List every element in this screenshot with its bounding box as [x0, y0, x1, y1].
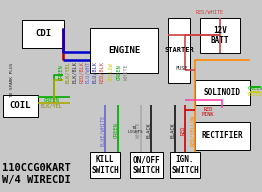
Text: RED/WHITE: RED/WHITE — [196, 9, 224, 15]
Text: WHITE: WHITE — [137, 122, 141, 138]
Text: YELLOW: YELLOW — [247, 92, 262, 97]
Text: COIL: COIL — [10, 102, 31, 111]
Text: 12V
BATT: 12V BATT — [211, 26, 229, 45]
Text: GREEN: GREEN — [117, 64, 122, 80]
Text: BLU/BLK: BLU/BLK — [92, 61, 97, 83]
Text: RED: RED — [181, 125, 185, 135]
Text: GREEN: GREEN — [113, 122, 118, 138]
Bar — [22, 20, 64, 48]
Text: GREEN: GREEN — [44, 98, 60, 103]
Text: RECTIFIER: RECTIFIER — [202, 132, 243, 141]
Text: GREEN: GREEN — [248, 87, 262, 92]
Text: BLUE/WHITE: BLUE/WHITE — [101, 114, 106, 146]
Text: RED/BLK: RED/BLK — [79, 61, 85, 83]
Bar — [200, 18, 240, 53]
Text: BLK/YEL: BLK/YEL — [66, 61, 70, 83]
Bar — [90, 152, 120, 178]
Text: BLACK: BLACK — [171, 122, 176, 138]
Text: ON/OFF
SWITCH: ON/OFF SWITCH — [133, 155, 160, 175]
Text: ENGINE: ENGINE — [108, 46, 140, 55]
Text: FUSE: FUSE — [176, 65, 188, 70]
Bar — [130, 152, 163, 178]
Bar — [195, 80, 250, 105]
Bar — [195, 122, 250, 150]
Text: BLU/WHT: BLU/WHT — [85, 61, 90, 83]
Text: YELLOW: YELLOW — [108, 63, 113, 81]
Bar — [170, 152, 200, 178]
Text: RED/BLK: RED/BLK — [100, 61, 105, 83]
Text: SOLINOID: SOLINOID — [204, 88, 241, 97]
Text: RED/YELLOW: RED/YELLOW — [190, 114, 195, 146]
Text: BLK/YEL: BLK/YEL — [41, 103, 63, 108]
Bar — [168, 18, 190, 83]
Bar — [90, 28, 158, 73]
Text: WHITE: WHITE — [123, 64, 128, 80]
Text: TO SPARK PLUG: TO SPARK PLUG — [10, 63, 14, 97]
Text: CDI: CDI — [35, 30, 51, 39]
Text: RED
PINK: RED PINK — [202, 107, 214, 117]
Bar — [3, 95, 38, 117]
Text: IGN.
SWITCH: IGN. SWITCH — [171, 155, 199, 175]
Text: KILL
SWITCH: KILL SWITCH — [91, 155, 119, 175]
Text: 110CCG0KART
W/4 WIRECDI: 110CCG0KART W/4 WIRECDI — [2, 163, 71, 185]
Text: BLK/BLK: BLK/BLK — [73, 61, 78, 83]
Text: TO
LIGHTS: TO LIGHTS — [127, 126, 143, 134]
Text: GREEN: GREEN — [58, 64, 63, 80]
Text: STARTER: STARTER — [164, 47, 194, 54]
Text: BLACK: BLACK — [146, 122, 151, 138]
